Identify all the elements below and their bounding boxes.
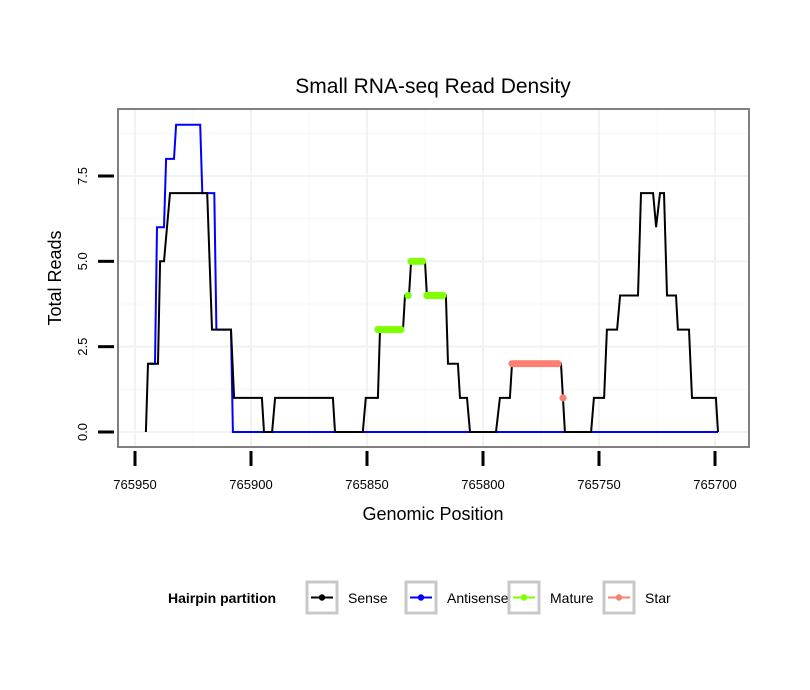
- grid: [118, 109, 749, 447]
- y-tick-label: 7.5: [75, 167, 90, 185]
- x-tick-label: 765950: [113, 477, 156, 492]
- data-point-mature: [397, 326, 405, 334]
- plot-frame: [117, 108, 750, 448]
- legend-label: Mature: [550, 590, 594, 606]
- y-axis: 0.0 2.5 5.0 7.5: [75, 167, 114, 441]
- chart-title: Small RNA-seq Read Density: [295, 75, 571, 98]
- legend-label: Antisense: [447, 590, 509, 606]
- legend-item-antisense: Antisense: [404, 580, 509, 615]
- series-points-star: [508, 360, 567, 402]
- y-tick-label: 0.0: [75, 423, 90, 441]
- data-point-star: [559, 394, 567, 402]
- legend-title: Hairpin partition: [168, 590, 276, 606]
- series-points-mature: [374, 257, 447, 334]
- x-axis: 765950 765900 765850 765800 765750 765700: [113, 451, 737, 492]
- data-point-mature: [404, 291, 412, 300]
- data-point-mature: [439, 291, 447, 300]
- legend-key-point: [520, 594, 528, 601]
- legend-item-star: Star: [602, 580, 671, 615]
- y-tick-label: 5.0: [75, 252, 90, 270]
- data-point-star: [554, 360, 562, 368]
- legend-label: Star: [645, 590, 671, 606]
- y-axis-title: Total Reads: [45, 230, 65, 325]
- x-tick-label: 765800: [461, 477, 504, 492]
- legend-label: Sense: [348, 590, 388, 606]
- plot-background: [118, 109, 749, 447]
- legend-key-point: [318, 594, 326, 601]
- series-layer: [144, 123, 719, 433]
- legend: Hairpin partition Sense Antisense Mature St…: [168, 580, 671, 615]
- y-tick-label: 2.5: [75, 338, 90, 356]
- x-tick-label: 765750: [577, 477, 620, 492]
- x-tick-label: 765850: [345, 477, 388, 492]
- legend-key-point: [417, 594, 425, 601]
- x-axis-title: Genomic Position: [362, 504, 503, 524]
- series-line-sense: [144, 192, 719, 433]
- legend-key-point: [615, 594, 623, 601]
- x-tick-label: 765700: [693, 477, 736, 492]
- legend-item-mature: Mature: [507, 580, 594, 615]
- data-point-mature: [419, 257, 427, 265]
- x-tick-label: 765900: [229, 477, 272, 492]
- legend-item-sense: Sense: [305, 580, 388, 615]
